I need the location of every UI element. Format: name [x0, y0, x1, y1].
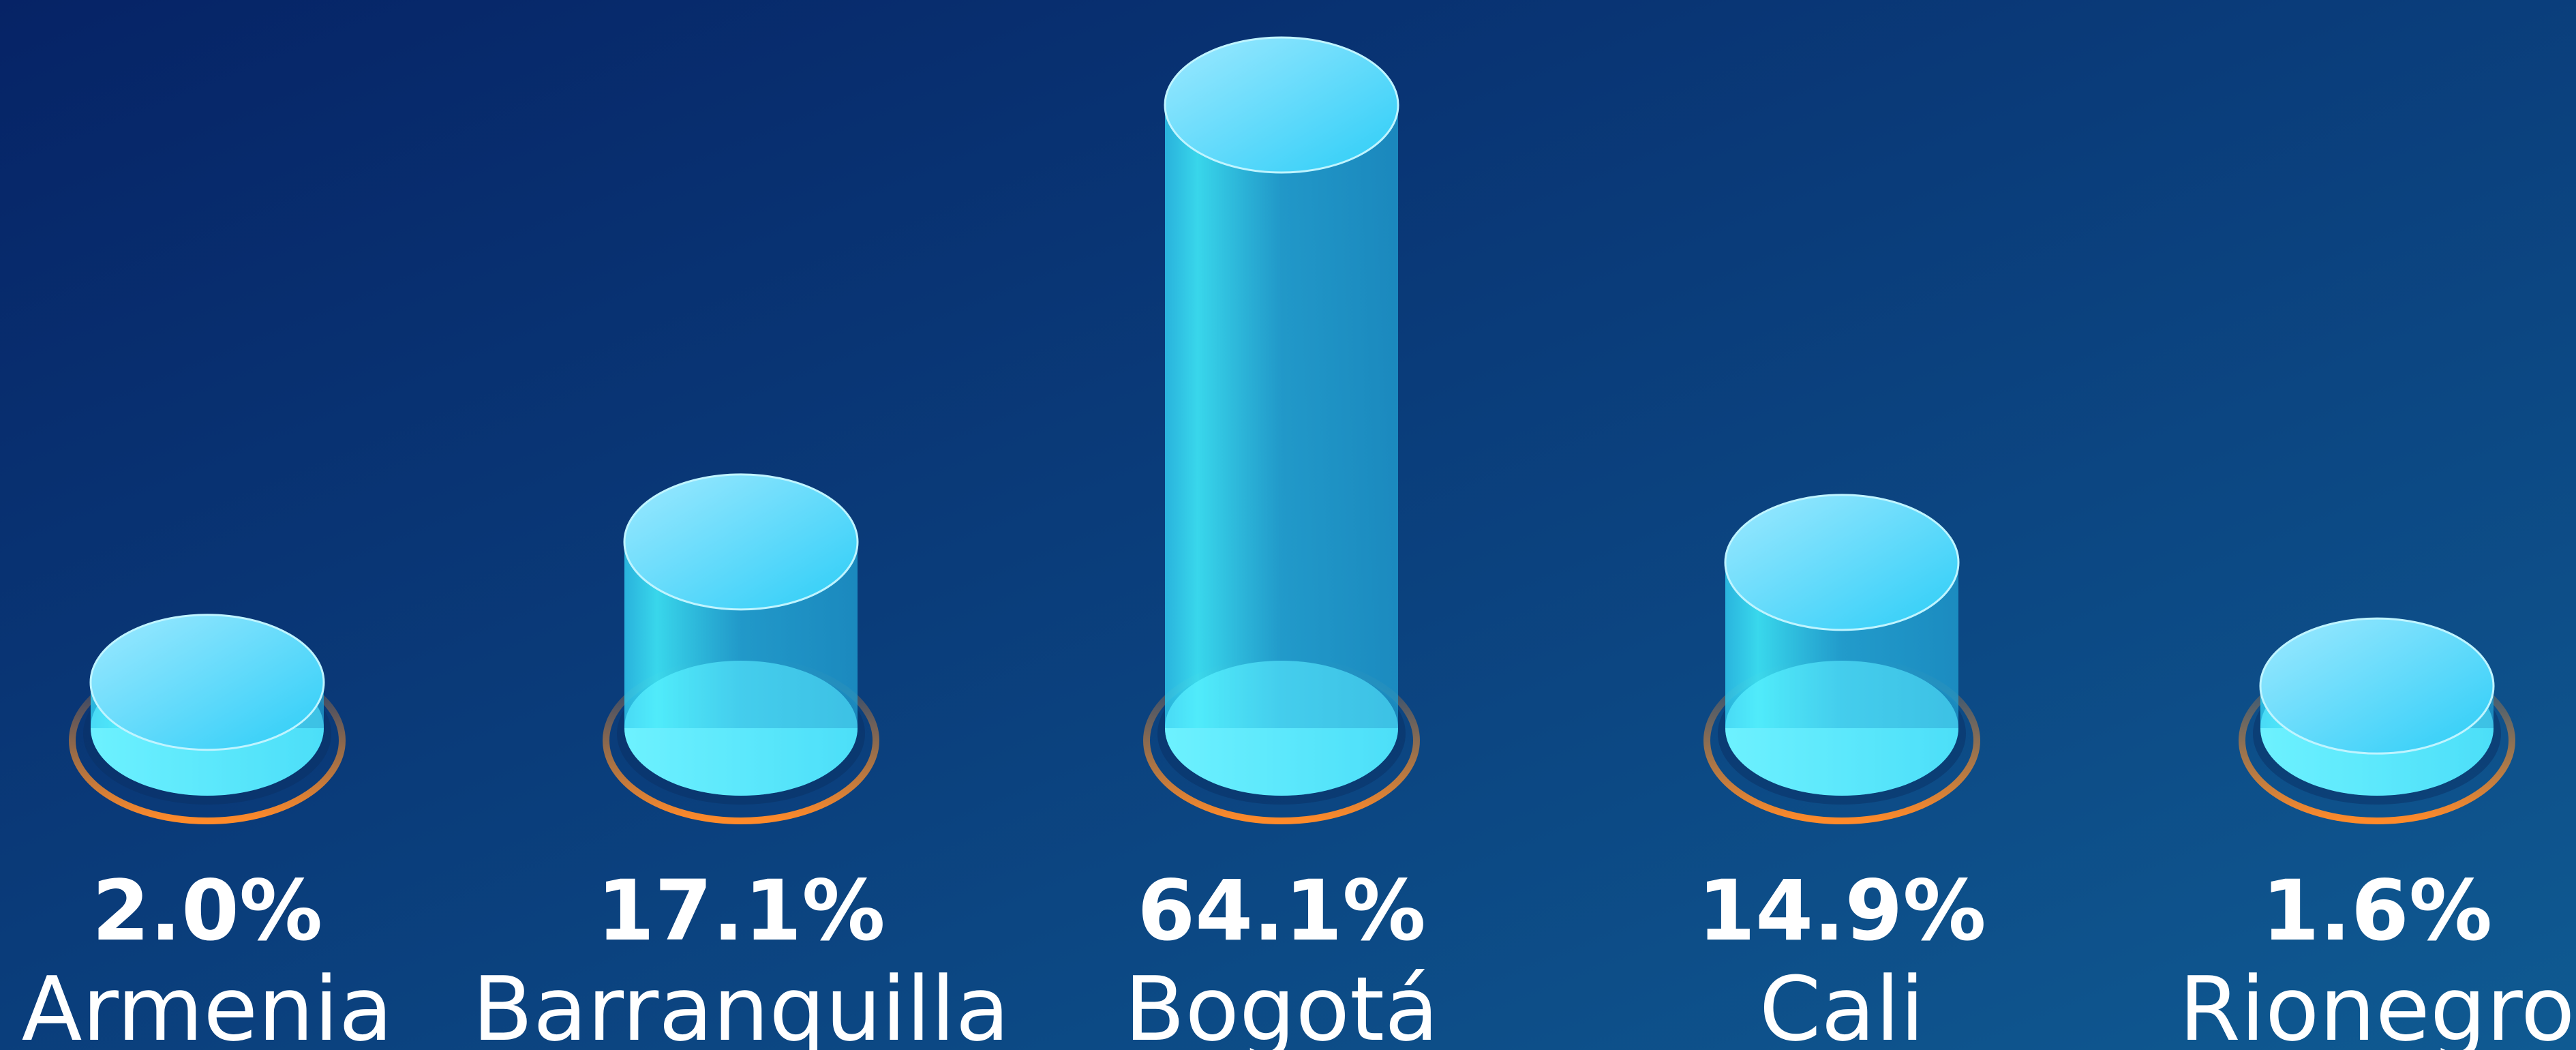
cylinder-bottom-front [1165, 661, 1398, 796]
value-label: 17.1% [596, 862, 885, 959]
value-label: 1.6% [2262, 862, 2492, 959]
cylinder-top [1724, 494, 1960, 631]
cylinder-top [89, 614, 325, 751]
category-label: Bogotá [1124, 957, 1438, 1050]
value-label: 14.9% [1697, 862, 1986, 959]
category-label: Rionegro [2179, 957, 2575, 1050]
cylinder-bottom-front [624, 661, 858, 796]
cylinder [2239, 617, 2515, 824]
cylinder-bottom-front [1725, 661, 1958, 796]
cylinder [1143, 36, 1420, 824]
category-label: Barranquilla [472, 957, 1010, 1050]
cylinder [603, 473, 879, 824]
value-label: 64.1% [1137, 862, 1425, 959]
cylinder-body [1165, 105, 1398, 728]
cylinder-top [2259, 617, 2495, 755]
category-label: Armenia [22, 957, 393, 1050]
cylinder-top [1164, 36, 1399, 174]
cylinder-top [623, 473, 859, 611]
cylinder [69, 614, 346, 824]
value-label: 2.0% [92, 862, 322, 959]
category-label: Cali [1759, 957, 1925, 1050]
cylinder [1703, 494, 1980, 824]
